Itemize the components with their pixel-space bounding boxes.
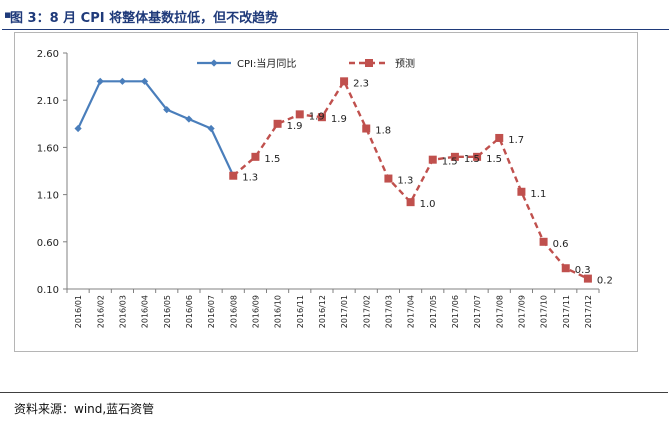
data-label: 1.5 [486, 154, 502, 165]
x-tick-label: 2016/02 [96, 295, 105, 328]
data-point-forecast [340, 77, 349, 86]
data-label: 0.3 [575, 265, 591, 276]
x-tick-label: 2017/03 [384, 295, 393, 328]
data-label: 0.6 [553, 239, 569, 250]
data-label: 0.2 [597, 276, 613, 287]
legend-marker-actual [210, 59, 218, 67]
series-line-forecast [232, 80, 589, 280]
x-tick-label: 2017/02 [362, 295, 371, 328]
y-tick-label: 0.60 [37, 238, 59, 249]
data-point-forecast [229, 171, 238, 180]
data-point-forecast [406, 198, 415, 207]
data-point-actual [207, 124, 215, 133]
x-tick-label: 2016/07 [207, 295, 216, 328]
y-tick-label: 0.10 [37, 285, 59, 296]
data-label: 1.5 [464, 154, 480, 165]
data-point-actual [185, 115, 193, 123]
y-tick-label: 1.10 [37, 191, 59, 202]
x-tick-label: 2017/01 [340, 295, 349, 328]
data-point-actual [140, 77, 149, 85]
data-point-actual [96, 77, 104, 85]
data-point-forecast [561, 264, 570, 273]
legend-label-forecast: 预测 [395, 57, 415, 70]
data-label: 1.9 [331, 114, 347, 125]
legend-marker-forecast [365, 59, 373, 67]
x-tick-label: 2016/03 [118, 295, 127, 328]
x-tick-label: 2016/08 [229, 295, 238, 328]
data-point-forecast [539, 237, 548, 246]
x-tick-label: 2017/10 [540, 295, 549, 328]
x-tick-label: 2016/06 [185, 295, 194, 328]
data-point-forecast [495, 133, 504, 142]
title-rule [2, 29, 669, 30]
data-point-forecast [450, 152, 459, 161]
data-label: 1.8 [375, 126, 391, 137]
data-point-forecast [473, 152, 482, 161]
data-point-forecast [317, 113, 326, 122]
data-label: 1.9 [287, 121, 303, 132]
x-tick-label: 2016/10 [274, 295, 283, 328]
data-point-forecast [273, 119, 282, 128]
x-tick-label: 2017/08 [495, 295, 504, 328]
x-tick-label: 2016/04 [141, 295, 150, 328]
y-tick-label: 1.60 [37, 143, 59, 154]
x-tick-label: 2017/07 [473, 295, 482, 328]
data-label: 2.3 [353, 78, 369, 89]
title-marker-icon: ▪ [4, 8, 12, 21]
data-point-forecast [428, 155, 437, 164]
legend-label-actual: CPI:当月同比 [237, 57, 296, 70]
data-point-forecast [384, 174, 393, 183]
x-tick-label: 2016/11 [296, 295, 305, 328]
x-tick-label: 2016/01 [74, 295, 83, 328]
data-label: 1.7 [508, 135, 524, 146]
source-note: 资料来源：wind,蓝石资管 [14, 402, 155, 416]
data-label: 1.1 [530, 189, 546, 200]
data-label: 1.3 [242, 173, 258, 184]
data-point-forecast [362, 124, 371, 133]
title-block: ▪ 图 3：8 月 CPI 将整体基数拉低，但不改趋势 [2, 4, 669, 30]
x-tick-label: 2016/09 [251, 295, 260, 328]
x-tick-label: 2017/12 [584, 295, 593, 328]
x-tick-label: 2017/09 [517, 295, 526, 328]
y-tick-label: 2.60 [37, 49, 59, 60]
x-tick-label: 2017/11 [562, 295, 571, 328]
x-tick-label: 2017/06 [451, 295, 460, 328]
data-point-actual [118, 77, 127, 85]
data-label: 1.3 [397, 176, 413, 187]
data-point-forecast [251, 152, 260, 161]
x-tick-label: 2016/05 [163, 295, 172, 328]
data-point-forecast [295, 110, 304, 119]
data-point-actual [74, 124, 82, 133]
data-label: 1.5 [264, 154, 280, 165]
data-point-forecast [583, 274, 592, 283]
chart: 0.10 0.60 1.10 1.60 2.10 2.60 2016/01 2016/02 20… [37, 49, 613, 328]
data-label: 1.9 [309, 111, 325, 122]
series-line-actual [77, 80, 235, 177]
data-point-actual [163, 106, 171, 114]
x-tick-label: 2017/04 [407, 295, 416, 328]
x-tick-label: 2017/05 [429, 295, 438, 328]
y-tick-label: 2.10 [37, 96, 59, 107]
data-label: 1.5 [442, 157, 458, 168]
data-point-forecast [517, 187, 526, 196]
chart-frame: 0.10 0.60 1.10 1.60 2.10 2.60 2016/01 2016/02 20… [14, 32, 638, 352]
source-rule [0, 392, 668, 393]
x-tick-label: 2016/12 [318, 295, 327, 328]
data-label: 1.0 [420, 199, 436, 210]
figure-title: 图 3：8 月 CPI 将整体基数拉低，但不改趋势 [10, 11, 279, 26]
